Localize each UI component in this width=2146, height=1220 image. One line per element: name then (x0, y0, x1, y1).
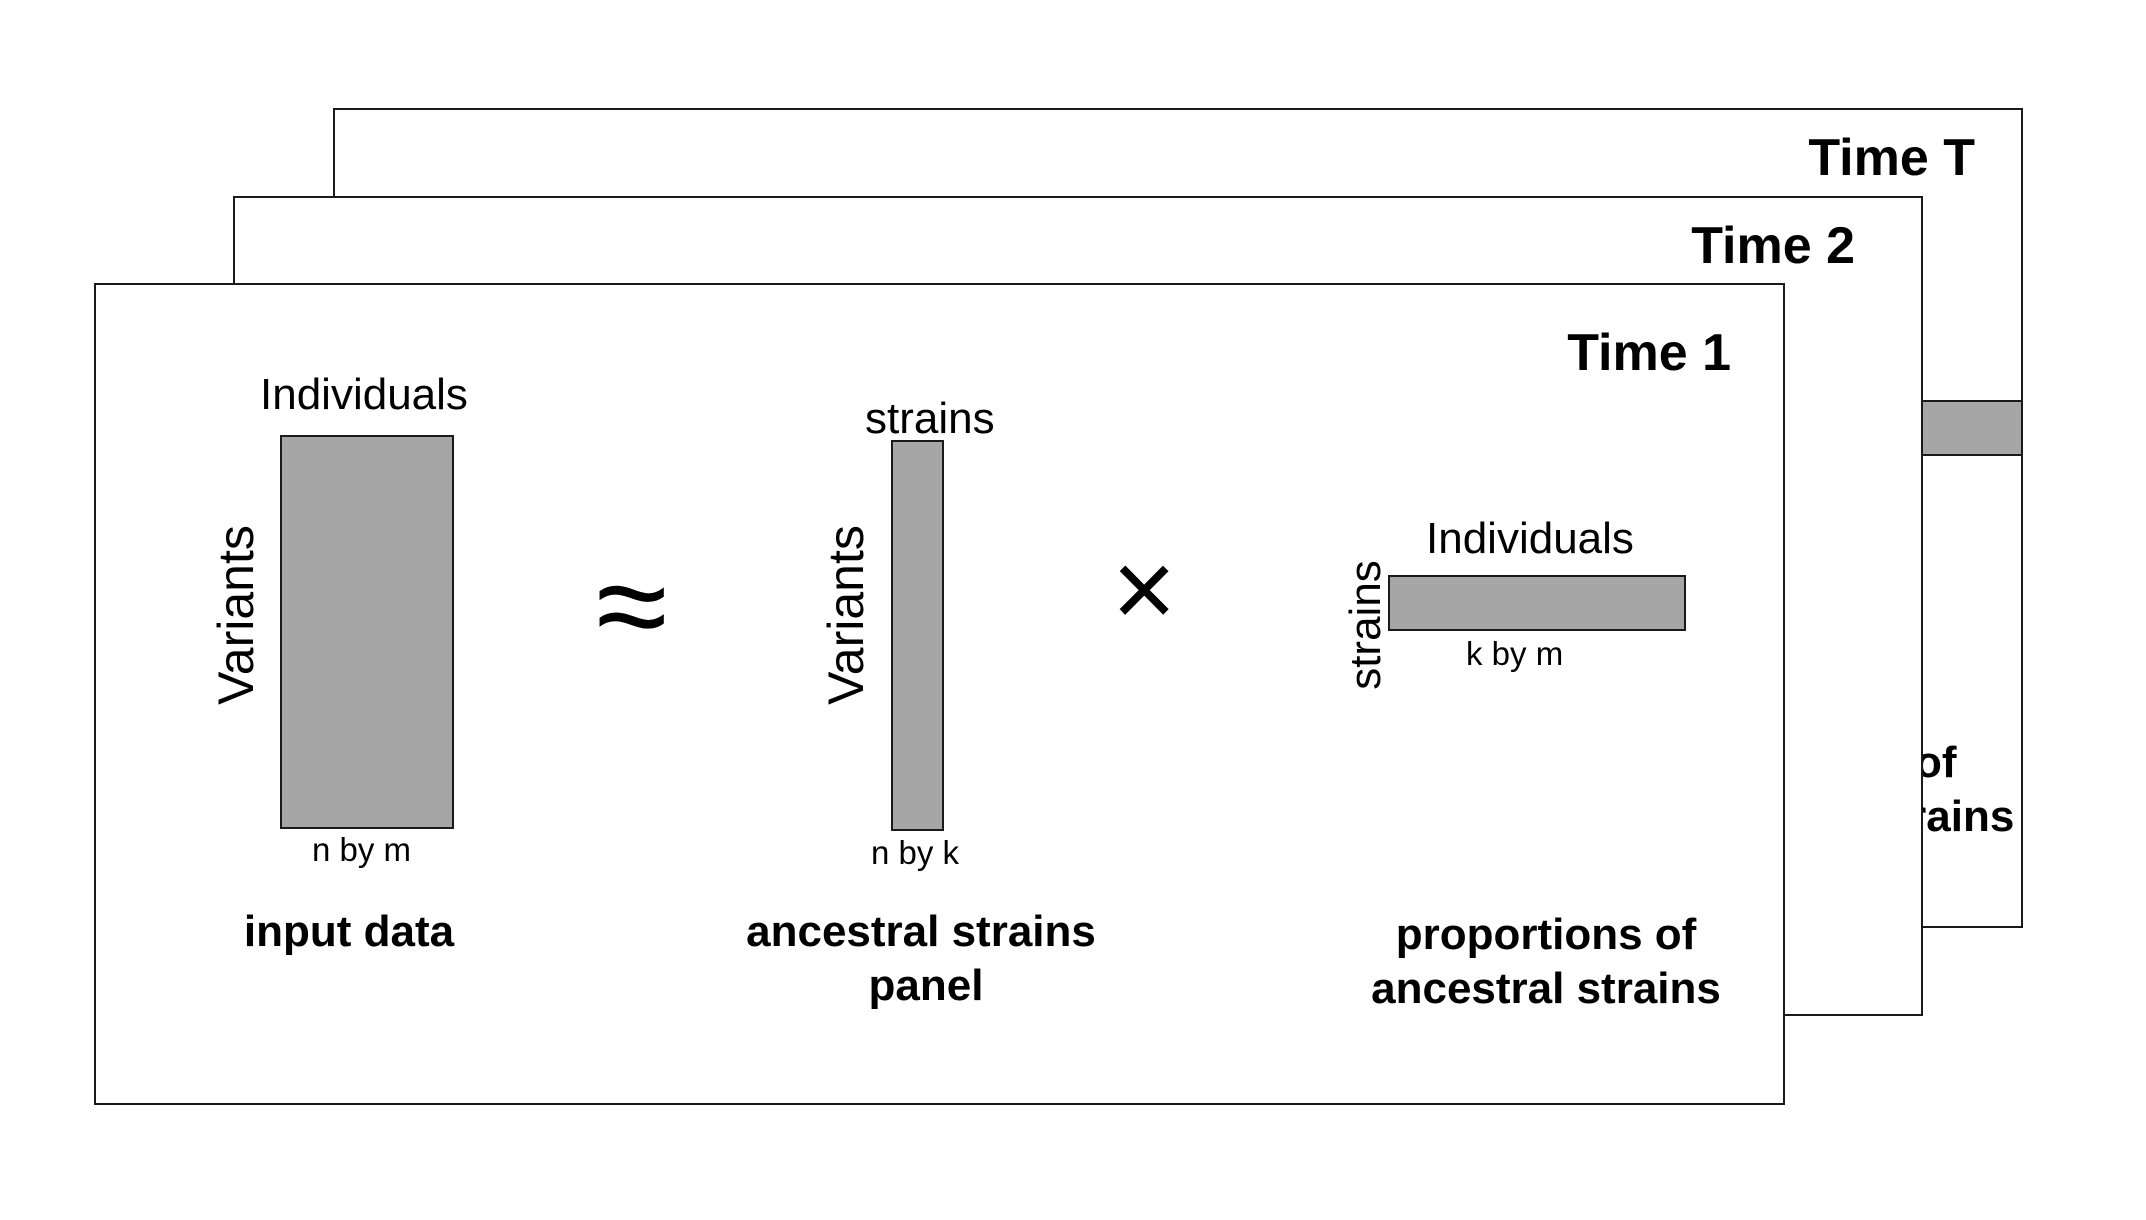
panel-title-time-1: Time 1 (1567, 324, 1731, 382)
multiply-operator: × (1112, 528, 1177, 651)
proportions-caption-line2: ancestral strains (1371, 964, 1721, 1013)
proportions-matrix-col-label: Individuals (1426, 514, 1634, 563)
input-matrix-row-label: Variants (208, 525, 264, 705)
strains-caption-line1: ancestral strains (746, 907, 1096, 956)
input-data-caption: input data (243, 907, 455, 956)
time-panel-1: Time 1 Individuals Variants n by m input… (94, 283, 1785, 1105)
proportions-matrix-row-label: strains (1341, 560, 1390, 690)
strains-matrix-col-label: strains (865, 394, 995, 443)
input-matrix-dims: n by m (312, 831, 412, 868)
strains-matrix-row-label: Variants (818, 525, 874, 705)
strains-caption-line2: panel (868, 961, 984, 1010)
strains-matrix-dims: n by k (871, 834, 960, 871)
proportions-matrix-dims: k by m (1466, 635, 1564, 672)
panel-title-time-t: Time T (1808, 129, 1975, 187)
approx-equal-operator: ≈ (596, 532, 668, 678)
input-matrix-col-label: Individuals (260, 370, 468, 419)
strains-matrix-rect (891, 440, 944, 831)
proportions-matrix-rect (1388, 575, 1686, 631)
panel-title-time-2: Time 2 (1691, 217, 1855, 275)
proportions-caption-line1: proportions of (1395, 910, 1697, 959)
input-matrix-rect (280, 435, 454, 829)
